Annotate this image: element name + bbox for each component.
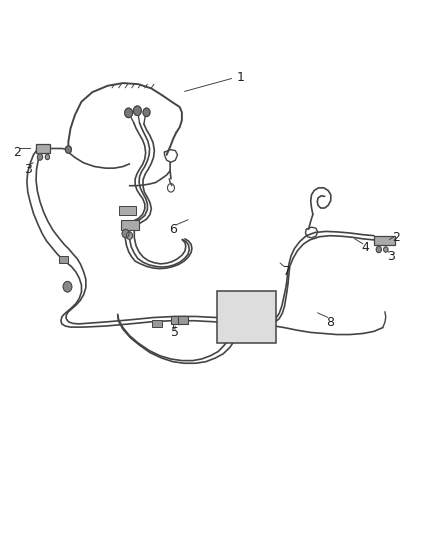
FancyBboxPatch shape bbox=[171, 317, 182, 324]
FancyBboxPatch shape bbox=[121, 220, 139, 230]
Circle shape bbox=[134, 106, 141, 116]
Circle shape bbox=[45, 155, 49, 160]
Text: 1: 1 bbox=[237, 71, 245, 84]
Circle shape bbox=[63, 281, 72, 292]
FancyBboxPatch shape bbox=[374, 236, 396, 245]
Text: 3: 3 bbox=[388, 251, 396, 263]
Text: 2: 2 bbox=[13, 146, 21, 159]
Circle shape bbox=[122, 229, 129, 238]
FancyBboxPatch shape bbox=[119, 206, 137, 215]
Circle shape bbox=[143, 108, 150, 117]
Circle shape bbox=[376, 246, 381, 253]
Circle shape bbox=[127, 232, 133, 239]
FancyBboxPatch shape bbox=[152, 320, 162, 327]
Text: 2: 2 bbox=[392, 231, 400, 244]
Text: 4: 4 bbox=[361, 241, 369, 254]
FancyBboxPatch shape bbox=[178, 317, 188, 324]
Text: 6: 6 bbox=[169, 223, 177, 236]
Circle shape bbox=[384, 247, 388, 252]
Circle shape bbox=[125, 108, 133, 118]
Circle shape bbox=[65, 146, 71, 154]
Circle shape bbox=[37, 154, 42, 160]
Text: 7: 7 bbox=[283, 265, 291, 278]
Text: 3: 3 bbox=[24, 163, 32, 176]
FancyBboxPatch shape bbox=[217, 292, 276, 343]
Text: 8: 8 bbox=[326, 316, 334, 329]
Text: 5: 5 bbox=[171, 326, 179, 340]
FancyBboxPatch shape bbox=[36, 144, 50, 153]
FancyBboxPatch shape bbox=[59, 256, 68, 263]
